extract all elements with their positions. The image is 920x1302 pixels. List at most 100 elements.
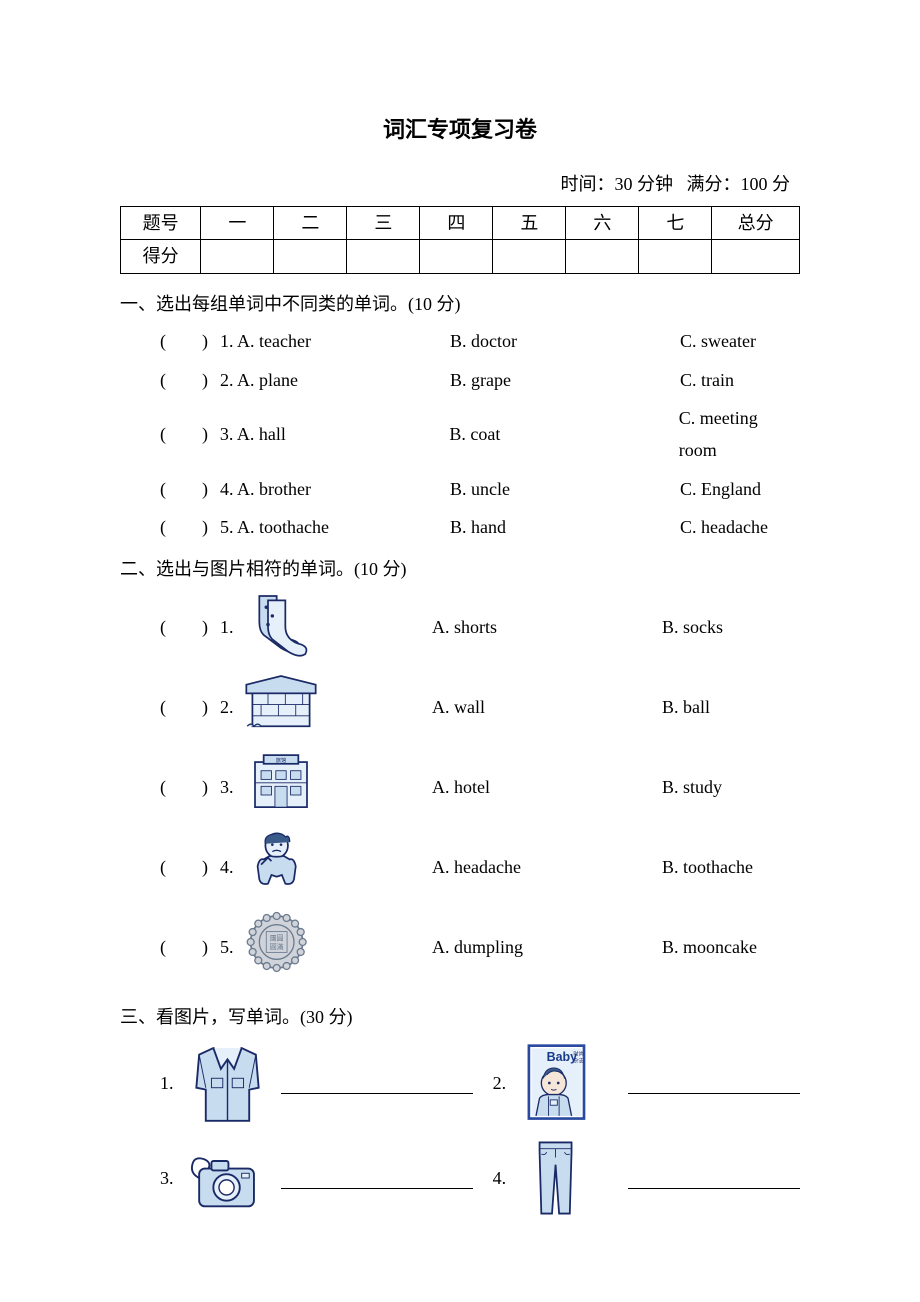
answer-blank[interactable]: ( ) bbox=[160, 325, 220, 357]
option-a: A. shorts bbox=[432, 611, 662, 643]
score-cell[interactable] bbox=[493, 240, 566, 273]
score-cell[interactable] bbox=[712, 240, 800, 273]
th-cell: 六 bbox=[566, 206, 639, 239]
q-number: 4. bbox=[220, 851, 242, 883]
th-cell: 题号 bbox=[121, 206, 201, 239]
option-b: B. uncle bbox=[450, 473, 680, 505]
table-header-row: 题号 一 二 三 四 五 六 七 总分 bbox=[121, 206, 800, 239]
q-number: 5. bbox=[220, 517, 237, 537]
score-cell[interactable] bbox=[347, 240, 420, 273]
picture-question-row: ( )3. 旅馆 A. hotel B. study bbox=[160, 747, 800, 827]
svg-text:旅馆: 旅馆 bbox=[276, 756, 286, 764]
option-b: B. doctor bbox=[450, 325, 680, 357]
time-label: 时间：30 分钟 bbox=[561, 174, 674, 194]
option-c: C. England bbox=[680, 473, 761, 505]
option-c: C. sweater bbox=[680, 325, 756, 357]
wall-icon bbox=[242, 666, 432, 748]
shirt-icon bbox=[179, 1039, 275, 1127]
answer-blank[interactable]: ( ) bbox=[160, 931, 220, 963]
option-b: B. toothache bbox=[662, 851, 753, 883]
q-number: 5. bbox=[220, 931, 242, 963]
option-a: A. hotel bbox=[432, 771, 662, 803]
score-cell[interactable] bbox=[201, 240, 274, 273]
q-number: 2. bbox=[220, 691, 242, 723]
svg-text:杂志: 杂志 bbox=[573, 1056, 584, 1064]
q-number: 1. bbox=[220, 611, 242, 643]
th-cell: 二 bbox=[274, 206, 347, 239]
question-row: ( )5. A. toothache B. hand C. headache bbox=[160, 508, 800, 546]
th-cell: 五 bbox=[493, 206, 566, 239]
score-table: 题号 一 二 三 四 五 六 七 总分 得分 bbox=[120, 206, 800, 274]
option-a: A. headache bbox=[432, 851, 662, 883]
option-b: B. socks bbox=[662, 611, 723, 643]
option-c: C. meeting room bbox=[679, 402, 800, 467]
section2-head: 二、选出与图片相符的单词。(10 分) bbox=[120, 553, 800, 585]
option-a: A. brother bbox=[237, 479, 311, 499]
question-row: ( )1. A. teacher B. doctor C. sweater bbox=[160, 322, 800, 360]
option-c: C. train bbox=[680, 364, 734, 396]
answer-blank[interactable]: ( ) bbox=[160, 364, 220, 396]
trousers-icon bbox=[512, 1134, 608, 1222]
write-blank[interactable] bbox=[281, 1167, 473, 1189]
svg-text:圓滿: 圓滿 bbox=[270, 942, 284, 951]
q-number: 4. bbox=[493, 1162, 512, 1194]
answer-blank[interactable]: ( ) bbox=[160, 771, 220, 803]
question-row: ( )3. A. hall B. coat C. meeting room bbox=[160, 399, 800, 470]
th-cell: 七 bbox=[639, 206, 712, 239]
picture-question-row: ( )5. 團圓 圓滿 A. dumpling B. mooncake bbox=[160, 907, 800, 987]
option-b: B. mooncake bbox=[662, 931, 757, 963]
score-label-cell: 得分 bbox=[121, 240, 201, 273]
picture-question-row: ( )1. A. shorts B. socks bbox=[160, 587, 800, 667]
toothache-icon bbox=[242, 826, 432, 908]
score-cell[interactable] bbox=[639, 240, 712, 273]
question-row: ( )2. A. plane B. grape C. train bbox=[160, 361, 800, 399]
q-number: 3. bbox=[220, 424, 237, 444]
option-b: B. coat bbox=[449, 418, 678, 450]
write-blank[interactable] bbox=[281, 1072, 473, 1094]
write-row: 3. 4. bbox=[160, 1130, 800, 1225]
page-title: 词汇专项复习卷 bbox=[120, 110, 800, 150]
option-b: B. grape bbox=[450, 364, 680, 396]
score-cell[interactable] bbox=[420, 240, 493, 273]
option-b: B. ball bbox=[662, 691, 710, 723]
q-number: 1. bbox=[220, 331, 237, 351]
table-score-row: 得分 bbox=[121, 240, 800, 273]
score-cell[interactable] bbox=[274, 240, 347, 273]
q-number: 3. bbox=[160, 1162, 179, 1194]
answer-blank[interactable]: ( ) bbox=[160, 473, 220, 505]
section3-head: 三、看图片，写单词。(30 分) bbox=[120, 1001, 800, 1033]
picture-question-row: ( )4. A. headache B. toothache bbox=[160, 827, 800, 907]
option-a: A. wall bbox=[432, 691, 662, 723]
section1-head: 一、选出每组单词中不同类的单词。(10 分) bbox=[120, 288, 800, 320]
th-cell: 四 bbox=[420, 206, 493, 239]
answer-blank[interactable]: ( ) bbox=[160, 611, 220, 643]
answer-blank[interactable]: ( ) bbox=[160, 691, 220, 723]
option-a: A. toothache bbox=[237, 517, 329, 537]
answer-blank[interactable]: ( ) bbox=[160, 511, 220, 543]
hotel-icon: 旅馆 bbox=[242, 746, 432, 828]
magazine-icon: Baby 时尚杂志 bbox=[512, 1039, 608, 1127]
th-cell: 一 bbox=[201, 206, 274, 239]
q-number: 4. bbox=[220, 479, 237, 499]
write-row: 1. 2. Baby 时尚杂志 bbox=[160, 1035, 800, 1130]
mooncake-icon: 團圓 圓滿 bbox=[242, 906, 432, 988]
q-number: 2. bbox=[220, 370, 237, 390]
option-a: A. dumpling bbox=[432, 931, 662, 963]
option-b: B. hand bbox=[450, 511, 680, 543]
option-a: A. teacher bbox=[237, 331, 311, 351]
answer-blank[interactable]: ( ) bbox=[160, 851, 220, 883]
option-b: B. study bbox=[662, 771, 722, 803]
q-number: 2. bbox=[493, 1067, 512, 1099]
q-number: 1. bbox=[160, 1067, 179, 1099]
svg-text:时尚: 时尚 bbox=[573, 1049, 584, 1057]
th-cell: 三 bbox=[347, 206, 420, 239]
write-blank[interactable] bbox=[628, 1167, 800, 1189]
option-a: A. hall bbox=[237, 424, 286, 444]
socks-icon bbox=[242, 586, 432, 668]
answer-blank[interactable]: ( ) bbox=[160, 418, 220, 450]
write-blank[interactable] bbox=[628, 1072, 800, 1094]
th-cell: 总分 bbox=[712, 206, 800, 239]
score-cell[interactable] bbox=[566, 240, 639, 273]
question-row: ( )4. A. brother B. uncle C. England bbox=[160, 470, 800, 508]
svg-text:團圓: 團圓 bbox=[270, 934, 284, 942]
